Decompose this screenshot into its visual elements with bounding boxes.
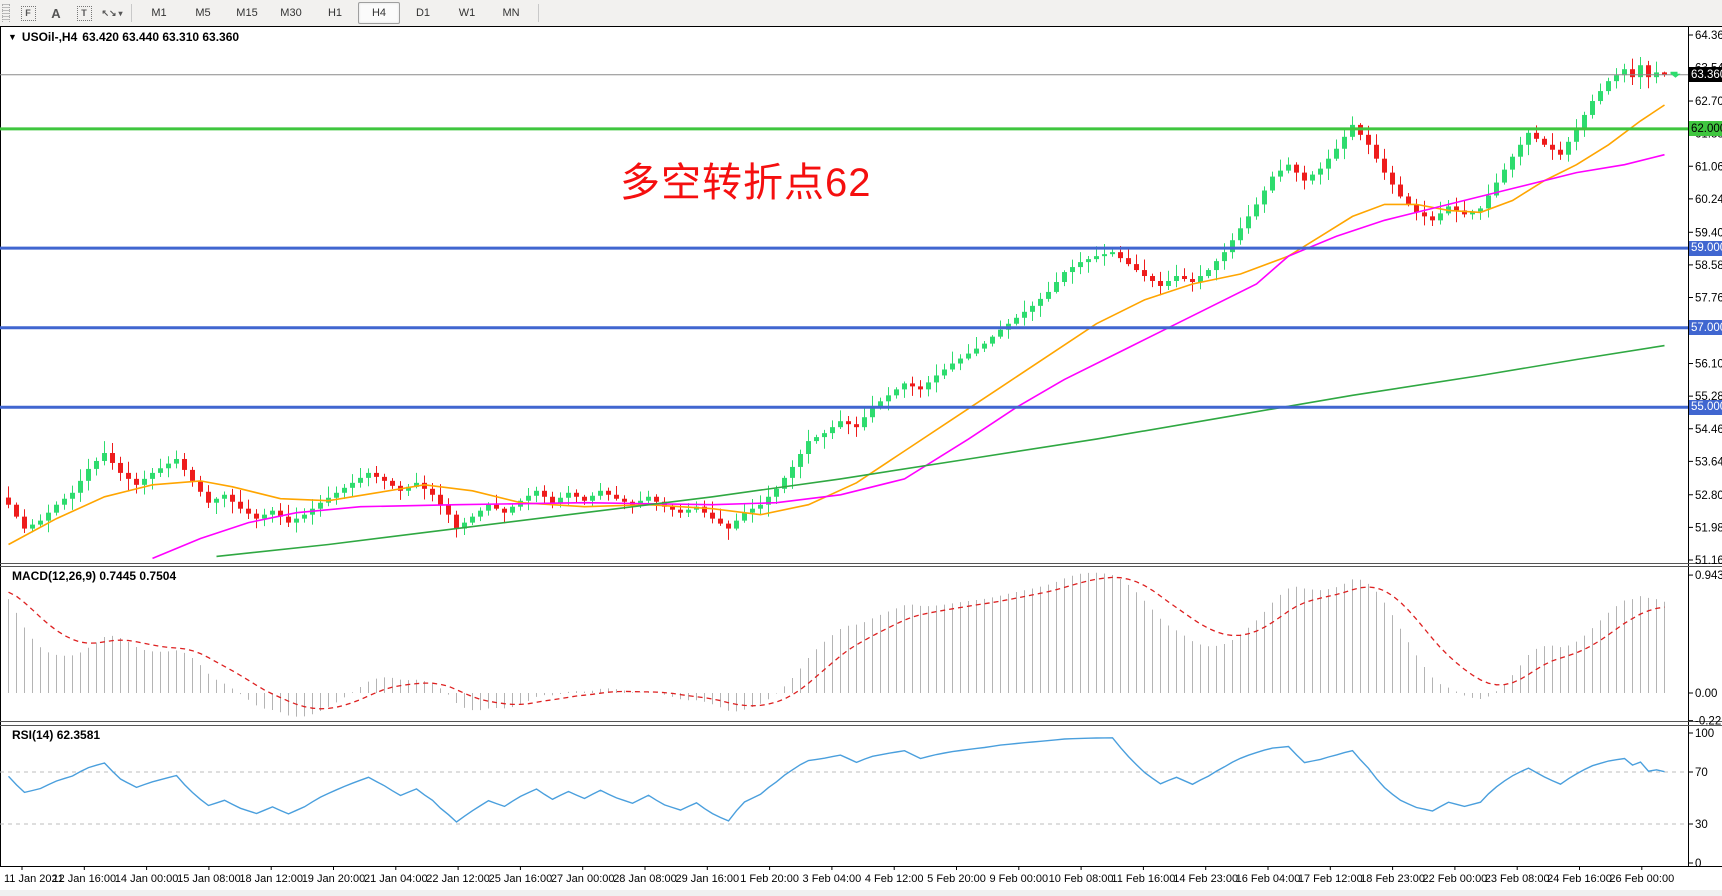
arrows-dropdown-caret[interactable]: ▾ [118,8,123,18]
rsi-pane: 100 70 30 0 [0,728,1714,870]
status-strip [0,890,1722,896]
timeframe-button-H4[interactable]: H4 [358,2,400,24]
svg-text:1 Feb 20:00: 1 Feb 20:00 [740,873,799,885]
symbol-period-label: USOil-,H4 [21,30,78,44]
svg-text:9 Feb 00:00: 9 Feb 00:00 [989,873,1048,885]
svg-text:16 Feb 04:00: 16 Feb 04:00 [1236,873,1301,885]
ma-fast-line [8,104,1665,546]
chart-text-annotation[interactable]: 多空转折点62 [620,161,872,205]
ma-slow-line [216,344,1665,558]
toolbar-separator [538,4,539,22]
svg-text:3 Feb 04:00: 3 Feb 04:00 [803,873,862,885]
level-62-badge: 62.000 [1689,121,1722,137]
timeframe-button-M15[interactable]: M15 [236,7,258,19]
svg-text:18 Feb 23:00: 18 Feb 23:00 [1360,873,1425,885]
svg-text:53.640: 53.640 [1695,456,1722,468]
svg-text:-0.2213: -0.2213 [1695,716,1722,728]
svg-text:59.400: 59.400 [1695,227,1722,239]
chart-dropdown-icon[interactable]: ▼ [8,32,17,42]
timeframe-button-M5[interactable]: M5 [195,7,211,19]
chart-title: ▼ USOil-,H4 63.420 63.440 63.310 63.360 [8,30,239,44]
price-marker-icon [1670,71,1681,78]
svg-text:58.580: 58.580 [1695,260,1722,272]
svg-text:64.360: 64.360 [1695,30,1722,42]
level-57-badge: 57.000 [1689,320,1722,336]
svg-text:27 Jan 00:00: 27 Jan 00:00 [551,873,615,885]
svg-text:0: 0 [1695,858,1701,870]
svg-text:4 Feb 12:00: 4 Feb 12:00 [865,873,924,885]
level-59-badge: 59.000 [1689,240,1722,256]
timeframe-button-MN[interactable]: MN [502,7,520,19]
svg-text:57.760: 57.760 [1695,293,1722,305]
svg-text:5 Feb 20:00: 5 Feb 20:00 [927,873,986,885]
text-label-icon[interactable]: T [71,2,97,24]
svg-text:28 Jan 08:00: 28 Jan 08:00 [613,873,677,885]
svg-text:51.160: 51.160 [1695,555,1722,567]
svg-text:24 Feb 16:00: 24 Feb 16:00 [1547,873,1612,885]
toolbar: F A T ↖↘ ▾ M1 M5 M15 M30 H1 H4 D1 W1 MN [0,0,1722,27]
svg-text:22 Feb 00:00: 22 Feb 00:00 [1422,873,1487,885]
chart-window[interactable]: 64.36063.54062.70061.88061.06060.24059.4… [0,26,1722,896]
timeframe-button-M30[interactable]: M30 [280,7,302,19]
ma-mid-line [152,153,1665,560]
svg-text:70: 70 [1695,767,1708,779]
toolbar-separator [131,4,132,22]
svg-text:23 Feb 08:00: 23 Feb 08:00 [1485,873,1550,885]
text-icon[interactable]: A [51,5,61,21]
svg-text:26 Feb 00:00: 26 Feb 00:00 [1609,873,1674,885]
timeframe-button-H1[interactable]: H1 [327,7,343,19]
svg-text:18 Jan 12:00: 18 Jan 12:00 [239,873,303,885]
svg-text:52.800: 52.800 [1695,490,1722,502]
fibonacci-icon[interactable]: F [15,2,41,24]
svg-text:30: 30 [1695,819,1708,831]
svg-text:22 Jan 12:00: 22 Jan 12:00 [426,873,490,885]
svg-text:10 Feb 08:00: 10 Feb 08:00 [1049,873,1114,885]
svg-text:21 Jan 04:00: 21 Jan 04:00 [364,873,428,885]
macd-signal-line [8,576,1665,710]
bid-line-badge: 63.360 [1689,67,1722,83]
svg-text:12 Jan 16:00: 12 Jan 16:00 [52,873,116,885]
svg-text:0.9434: 0.9434 [1695,570,1722,582]
svg-text:17 Feb 12:00: 17 Feb 12:00 [1298,873,1363,885]
macd-indicator-label: MACD(12,26,9) 0.7445 0.7504 [12,569,177,583]
svg-text:62.700: 62.700 [1695,96,1722,108]
svg-text:11 Feb 16:00: 11 Feb 16:00 [1111,873,1175,885]
svg-text:61.060: 61.060 [1695,161,1722,173]
macd-pane [8,572,1665,717]
price-axis: 64.36063.54062.70061.88061.06060.24059.4… [1688,30,1722,567]
timeframe-button-W1[interactable]: W1 [458,7,476,19]
ohlc-values: 63.420 63.440 63.310 63.360 [82,30,240,44]
svg-text:14 Feb 23:00: 14 Feb 23:00 [1173,873,1238,885]
svg-text:11 Jan 2021: 11 Jan 2021 [4,873,64,885]
toolbar-drag-handle[interactable] [2,4,10,22]
svg-text:14 Jan 00:00: 14 Jan 00:00 [115,873,179,885]
svg-text:54.460: 54.460 [1695,424,1722,436]
rsi-line [7,737,1665,823]
svg-text:19 Jan 20:00: 19 Jan 20:00 [302,873,366,885]
level-55-badge: 55.000 [1689,399,1722,415]
chart-canvas[interactable]: 64.36063.54062.70061.88061.06060.24059.4… [0,26,1722,896]
svg-text:15 Jan 08:00: 15 Jan 08:00 [177,873,241,885]
svg-text:60.240: 60.240 [1695,194,1722,206]
svg-text:29 Jan 16:00: 29 Jan 16:00 [675,873,739,885]
svg-text:0.00: 0.00 [1695,688,1717,700]
svg-text:56.100: 56.100 [1695,359,1722,371]
arrows-icon[interactable]: ↖↘ ▾ [101,7,123,18]
svg-text:51.980: 51.980 [1695,522,1722,534]
svg-text:25 Jan 16:00: 25 Jan 16:00 [489,873,553,885]
timeframe-button-M1[interactable]: M1 [151,7,167,19]
timeframe-button-D1[interactable]: D1 [415,7,431,19]
rsi-indicator-label: RSI(14) 62.3581 [12,728,101,742]
svg-text:100: 100 [1695,728,1714,740]
